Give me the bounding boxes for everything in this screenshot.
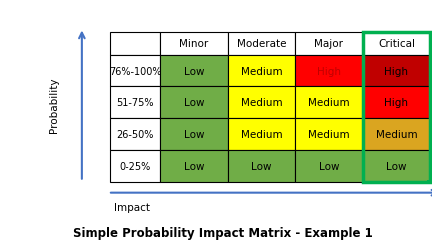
Text: High: High [384,98,408,108]
Text: Critical: Critical [378,39,415,49]
Text: 26-50%: 26-50% [116,130,154,140]
Text: Low: Low [184,130,204,140]
Text: 76%-100%: 76%-100% [109,66,161,76]
Bar [295,56,363,87]
Bar [228,56,295,87]
Bar [160,150,228,182]
Bar [110,56,160,87]
Text: Low: Low [386,161,407,171]
Text: Medium: Medium [376,130,417,140]
Text: Medium: Medium [241,130,282,140]
Bar [363,32,430,182]
Bar [295,150,363,182]
Bar [295,87,363,119]
Text: Medium: Medium [241,66,282,76]
Bar [228,87,295,119]
Text: High: High [317,66,341,76]
Bar [160,56,228,87]
Bar [363,150,430,182]
Bar [160,32,228,56]
Bar [160,119,228,150]
Bar [363,87,430,119]
Bar [110,119,160,150]
Text: Probability: Probability [49,78,59,133]
Text: Medium: Medium [308,130,350,140]
Bar [110,32,160,56]
Bar [363,119,430,150]
Text: Simple Probability Impact Matrix - Example 1: Simple Probability Impact Matrix - Examp… [73,226,372,239]
Text: 0-25%: 0-25% [120,161,151,171]
Text: Low: Low [251,161,272,171]
Text: Low: Low [184,161,204,171]
Text: 51-75%: 51-75% [116,98,154,108]
Bar [228,150,295,182]
Text: Medium: Medium [241,98,282,108]
Bar [363,56,430,87]
Text: Low: Low [184,98,204,108]
Bar [295,32,363,56]
Text: Major: Major [314,39,343,49]
Bar [110,150,160,182]
Bar [295,119,363,150]
Text: Medium: Medium [308,98,350,108]
Text: Low: Low [319,161,339,171]
Text: Low: Low [184,66,204,76]
Text: High: High [384,66,408,76]
Bar [228,32,295,56]
Bar [110,87,160,119]
Text: Moderate: Moderate [237,39,286,49]
Text: Minor: Minor [179,39,209,49]
Bar [363,32,430,56]
Text: Impact: Impact [114,202,150,212]
Bar [160,87,228,119]
Bar [427,180,432,184]
Bar [228,119,295,150]
